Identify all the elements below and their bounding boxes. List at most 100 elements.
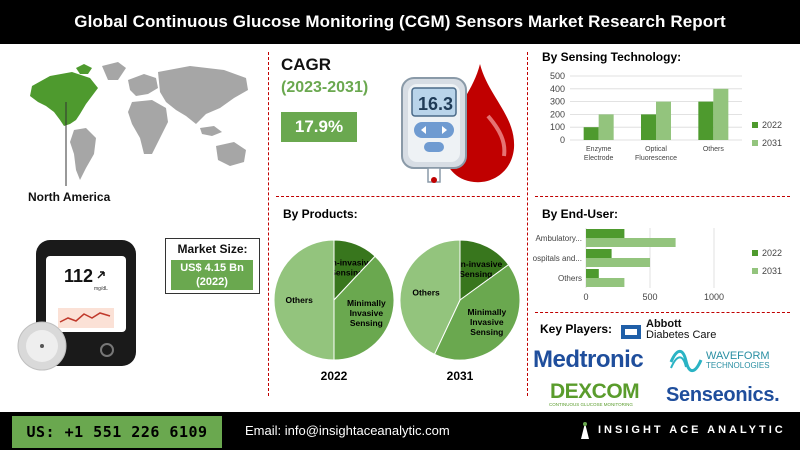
cagr-value: 17.9%	[281, 112, 357, 142]
market-size-value: US$ 4.15 Bn (2022)	[171, 260, 253, 290]
legend-label: 2022	[762, 120, 782, 130]
sensing-technology-chart: 0 100 200 300 400 500 Enzyme Electrode Optical Fl…	[550, 71, 782, 162]
market-size-box: Market Size: US$ 4.15 Bn (2022)	[165, 238, 260, 294]
y-tick-label: 100	[550, 122, 565, 132]
pie-label: Sensing	[330, 268, 363, 278]
page-title: Global Continuous Glucose Monitoring (CG…	[0, 0, 800, 44]
y-tick-label: Hospitals and...	[532, 254, 582, 263]
region-label: North America	[28, 190, 111, 204]
pie-label: Sensing	[470, 327, 503, 337]
bar	[698, 101, 714, 140]
bar	[586, 269, 599, 278]
footer-brand: INSIGHT ACE ANALYTIC	[598, 424, 786, 436]
pie-label: Minimally	[467, 307, 506, 317]
sensor-unit: mg/dL	[94, 286, 108, 292]
pie-label: Minimally	[347, 298, 386, 308]
legend-swatch	[752, 250, 758, 256]
y-tick-label: Others	[558, 274, 582, 283]
y-tick-label: 400	[550, 84, 565, 94]
x-tick-label: 500	[642, 292, 657, 302]
cgm-reader-icon: 112 mg/dL	[17, 240, 136, 371]
pie-year-label: 2031	[447, 369, 474, 383]
pie-slice	[333, 255, 395, 361]
market-size-amount: US$ 4.15 Bn	[180, 262, 244, 274]
cagr-heading: CAGR	[281, 55, 332, 74]
x-tick-label: 1000	[704, 292, 724, 302]
y-tick-label: 0	[560, 135, 565, 145]
cagr-period: (2023-2031)	[281, 79, 369, 96]
pie-label: Non-invasive	[449, 259, 502, 269]
products-chart-title: By Products:	[283, 207, 358, 221]
senseonics-logo: Senseonics.	[666, 384, 780, 406]
pie-label: Sensing	[350, 318, 383, 328]
end-user-chart: 0 500 1000 Ambulatory... Hospitals and... Oth…	[532, 228, 782, 302]
abbott-name: Abbott	[646, 318, 682, 330]
market-size-label: Market Size:	[177, 242, 248, 256]
bar	[641, 114, 656, 140]
bar	[586, 278, 625, 287]
pie-label: Others	[412, 287, 440, 297]
divider-right-top	[535, 196, 790, 197]
abbott-logo-icon	[621, 325, 641, 339]
divider-right-bottom	[535, 312, 790, 313]
waveform-name: WAVEFORM	[706, 350, 770, 362]
legend-swatch	[752, 268, 758, 274]
insight-ace-logo-icon	[581, 422, 589, 439]
y-tick-label: 200	[550, 109, 565, 119]
y-tick-label: Ambulatory...	[535, 234, 582, 243]
footer-phone: US: +1 551 226 6109	[12, 416, 222, 448]
bar	[583, 127, 599, 140]
pie-label: Sensing	[459, 269, 492, 279]
bar	[586, 229, 625, 238]
bar	[586, 238, 676, 247]
legend-swatch	[752, 122, 758, 128]
legend-label: 2022	[762, 248, 782, 258]
products-pie-charts: Non-invasiveSensingMinimallyInvasiveSens…	[273, 239, 521, 383]
bar	[586, 249, 612, 258]
pie-label: Non-invasive	[320, 258, 373, 268]
y-tick-label: 300	[550, 97, 565, 107]
x-tick-label: 0	[583, 292, 588, 302]
enduser-chart-title: By End-User:	[542, 207, 619, 221]
pie-label: Others	[285, 295, 313, 305]
pie-year-label: 2022	[321, 369, 348, 383]
pie-slice	[273, 239, 335, 361]
x-tick-label: Electrode	[584, 155, 614, 162]
dexcom-logo: DEXCOM	[550, 380, 640, 403]
key-players-label: Key Players:	[540, 322, 613, 336]
pie-slice	[399, 239, 461, 355]
sensing-chart-title: By Sensing Technology:	[542, 50, 682, 64]
divider-middle	[276, 196, 520, 197]
bar	[656, 101, 671, 140]
waveform-subtitle: TECHNOLOGIES	[706, 361, 770, 370]
x-tick-label: Others	[703, 146, 725, 153]
pie-label: Invasive	[470, 317, 504, 327]
x-tick-label: Optical	[645, 146, 667, 153]
abbott-division: Diabetes Care	[646, 329, 717, 341]
divider-left	[268, 52, 269, 396]
x-tick-label: Enzyme	[586, 146, 611, 153]
y-tick-label: 500	[550, 71, 565, 81]
bar	[586, 258, 650, 267]
bar	[713, 88, 729, 140]
sensor-reading: 112	[64, 266, 93, 286]
abbott-logo: Abbott Diabetes Care	[646, 319, 716, 341]
pie-slice	[433, 264, 521, 361]
footer: US: +1 551 226 6109 Email: info@insighta…	[0, 412, 800, 450]
bar	[598, 114, 614, 140]
glucometer-reading: 16.3	[418, 94, 453, 114]
x-tick-label: Fluorescence	[635, 155, 677, 162]
waveform-logo: WAVEFORM TECHNOLOGIES	[706, 351, 770, 371]
legend-swatch	[752, 140, 758, 146]
market-size-year: (2022)	[196, 276, 228, 288]
medtronic-logo: Medtronic	[533, 346, 644, 373]
legend-label: 2031	[762, 266, 782, 276]
pie-slice	[459, 239, 510, 301]
world-map	[30, 62, 248, 186]
footer-email: Email: info@insightaceanalytic.com	[245, 423, 450, 438]
pie-label: Invasive	[350, 308, 384, 318]
waveform-logo-icon	[669, 349, 703, 373]
legend-label: 2031	[762, 138, 782, 148]
glucometer-icon: 16.3	[401, 64, 515, 183]
dexcom-tagline: CONTINUOUS GLUCOSE MONITORING	[549, 402, 633, 407]
